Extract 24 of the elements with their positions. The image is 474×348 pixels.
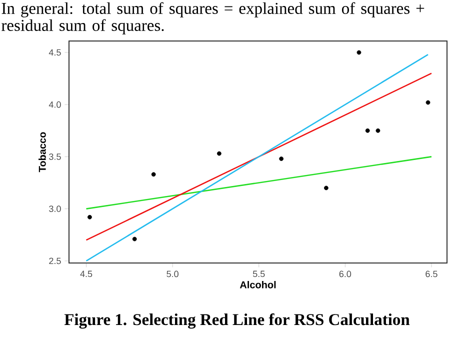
y-tick-label: 2.5 bbox=[49, 258, 61, 264]
point bbox=[365, 128, 370, 133]
x-tick-label: 6.0 bbox=[339, 270, 352, 278]
y-axis-title: Tobacco bbox=[38, 132, 46, 172]
x-tick-label: 6.5 bbox=[426, 270, 438, 278]
point bbox=[132, 236, 137, 242]
point bbox=[426, 100, 430, 105]
y-tick-label: 3.0 bbox=[49, 206, 61, 212]
point bbox=[356, 50, 362, 55]
point bbox=[324, 186, 328, 190]
y-tick-label: 4.5 bbox=[48, 49, 61, 56]
x-axis-title: Alcohol bbox=[240, 280, 276, 288]
point bbox=[151, 172, 156, 177]
x-tick-label: 5.5 bbox=[252, 270, 265, 278]
point bbox=[279, 156, 284, 161]
point bbox=[376, 128, 380, 133]
y-tick-label: 4.0 bbox=[48, 101, 61, 108]
point bbox=[88, 214, 92, 220]
point bbox=[216, 151, 222, 156]
y-tick-label: 3.5 bbox=[49, 154, 61, 160]
x-tick-label: 4.5 bbox=[80, 270, 92, 278]
text: In general: total sum of squares = explained sum of squares + residual sum of squares. bbox=[2, 2, 424, 34]
x-tick-label: 5.0 bbox=[166, 270, 178, 278]
caption: Figure 1. Selecting Red Line for RSS Calculation bbox=[64, 313, 410, 329]
